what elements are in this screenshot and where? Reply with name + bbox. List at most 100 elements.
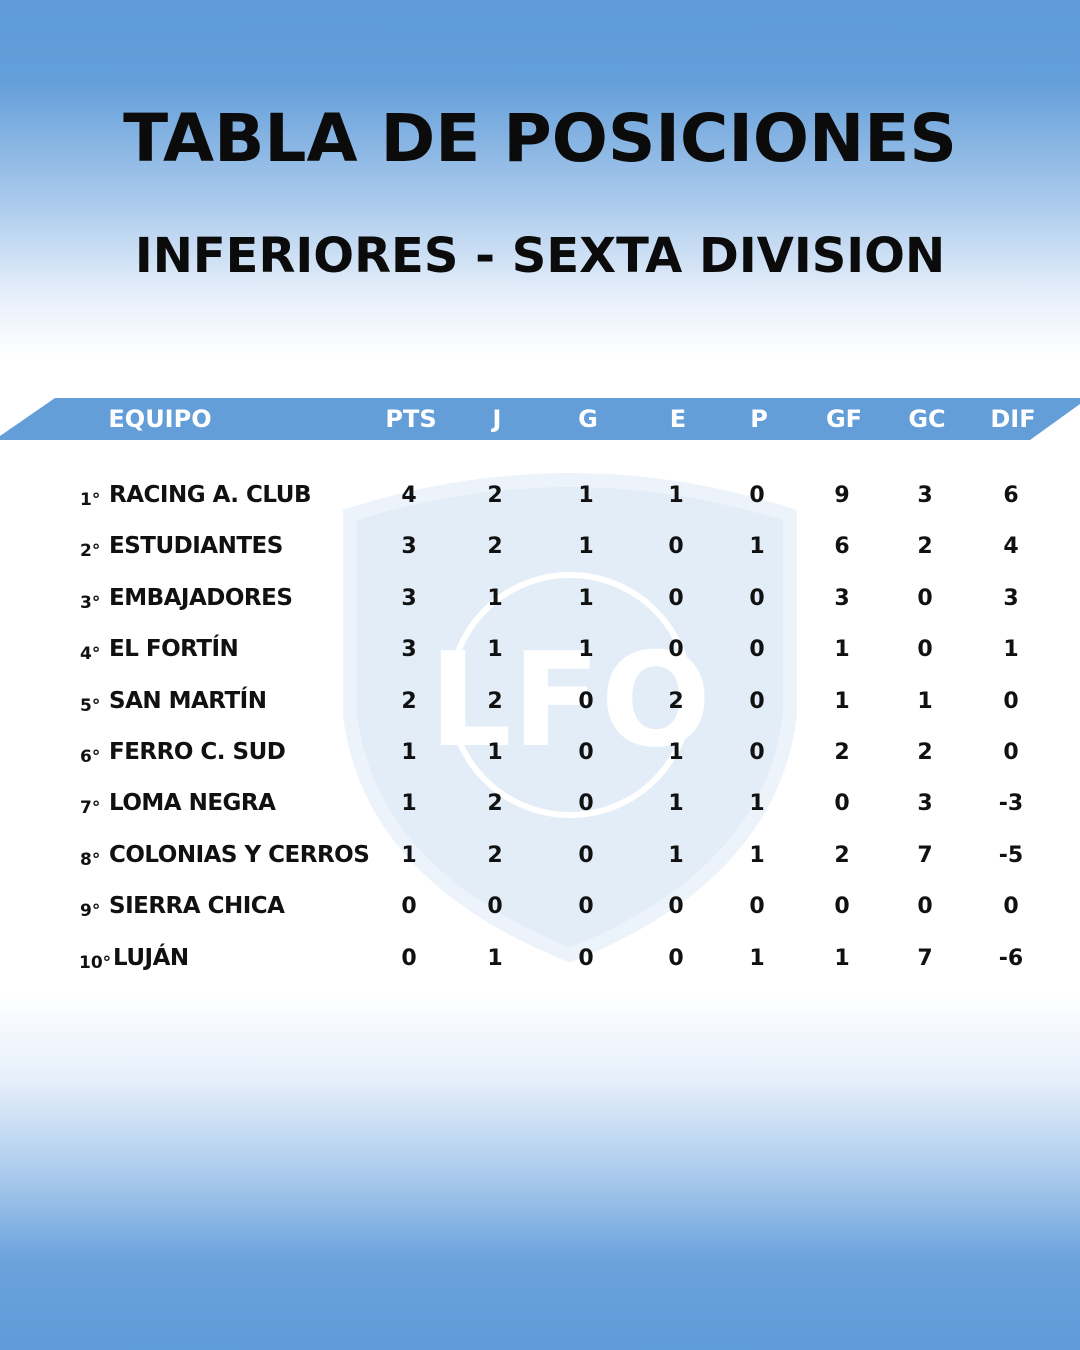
stat-pts: 3 bbox=[401, 534, 417, 560]
team-name: EMBAJADORES bbox=[109, 584, 293, 611]
stat-pts: 2 bbox=[401, 688, 417, 714]
column-header-gc: GC bbox=[908, 405, 946, 433]
stat-e: 0 bbox=[668, 585, 684, 611]
team-name: LUJÁN bbox=[113, 944, 189, 971]
stat-e: 1 bbox=[668, 483, 684, 508]
stat-j: 2 bbox=[487, 534, 503, 560]
stat-p: 1 bbox=[749, 945, 765, 971]
position-label: 10° bbox=[79, 952, 112, 973]
stat-gc: 0 bbox=[917, 637, 933, 663]
column-header-equipo: EQUIPO bbox=[108, 405, 212, 433]
stat-g: 0 bbox=[578, 945, 594, 971]
page-title: TABLA DE POSICIONES bbox=[123, 100, 957, 177]
stat-j: 2 bbox=[487, 688, 503, 714]
table-row: 10° LUJÁN 0 1 0 0 1 1 7 -6 bbox=[0, 941, 1080, 981]
stat-dif: 1 bbox=[1003, 637, 1019, 663]
stat-gf: 1 bbox=[834, 945, 850, 971]
position-label: 8° bbox=[80, 849, 101, 870]
table-row: 5° SAN MARTÍN 2 2 0 2 0 1 1 0 bbox=[0, 684, 1080, 724]
svg-text:LFO: LFO bbox=[429, 624, 711, 776]
page-subtitle: INFERIORES - SEXTA DIVISION bbox=[134, 228, 946, 284]
team-name: ESTUDIANTES bbox=[109, 533, 283, 560]
stat-p: 0 bbox=[749, 688, 765, 714]
table-row: 1° RACING A. CLUB 4 2 1 1 0 9 3 6 bbox=[0, 478, 1080, 518]
stat-g: 0 bbox=[578, 791, 594, 817]
column-header-e: E bbox=[669, 405, 687, 433]
stat-g: 0 bbox=[578, 740, 594, 765]
position-label: 9° bbox=[80, 901, 101, 922]
stat-pts: 1 bbox=[401, 791, 417, 817]
stat-gf: 2 bbox=[834, 842, 850, 868]
team-name: RACING A. CLUB bbox=[109, 482, 311, 508]
team-name: COLONIAS Y CERROS bbox=[109, 841, 370, 868]
table-row: 2° ESTUDIANTES 3 2 1 0 1 6 2 4 bbox=[0, 529, 1080, 569]
column-header-g: G bbox=[578, 405, 598, 433]
table-header-band bbox=[0, 398, 1080, 440]
stat-pts: 1 bbox=[401, 842, 417, 868]
team-name: FERRO C. SUD bbox=[109, 739, 286, 765]
position-label: 7° bbox=[80, 798, 101, 819]
column-header-p: P bbox=[750, 405, 768, 433]
stat-gf: 1 bbox=[834, 688, 850, 714]
stat-g: 1 bbox=[578, 637, 594, 663]
stat-e: 0 bbox=[668, 894, 684, 920]
position-label: 6° bbox=[80, 747, 101, 767]
stat-gf: 0 bbox=[834, 791, 850, 817]
stat-e: 1 bbox=[668, 740, 684, 765]
stat-e: 0 bbox=[668, 945, 684, 971]
stat-e: 2 bbox=[668, 688, 684, 714]
stat-pts: 0 bbox=[401, 894, 417, 920]
stat-j: 1 bbox=[487, 740, 503, 765]
stat-j: 1 bbox=[487, 945, 503, 971]
stat-e: 1 bbox=[668, 842, 684, 868]
table-row: 9° SIERRA CHICA 0 0 0 0 0 0 0 0 bbox=[0, 889, 1080, 929]
stat-p: 1 bbox=[749, 534, 765, 560]
stat-p: 0 bbox=[749, 483, 765, 508]
stat-p: 0 bbox=[749, 740, 765, 765]
position-label: 2° bbox=[80, 541, 101, 562]
stat-gc: 1 bbox=[917, 688, 933, 714]
position-label: 1° bbox=[80, 490, 101, 510]
stat-dif: -3 bbox=[998, 791, 1024, 817]
stat-gf: 2 bbox=[834, 740, 850, 765]
column-header-j: J bbox=[492, 405, 502, 433]
stat-gc: 2 bbox=[917, 740, 933, 765]
stat-gc: 0 bbox=[917, 585, 933, 611]
stat-g: 1 bbox=[578, 483, 594, 508]
stat-g: 1 bbox=[578, 585, 594, 611]
stat-g: 0 bbox=[578, 688, 594, 714]
stat-p: 0 bbox=[749, 637, 765, 663]
stat-gc: 0 bbox=[917, 894, 933, 920]
stat-gf: 6 bbox=[834, 534, 850, 560]
table-row: 4° EL FORTÍN 3 1 1 0 0 1 0 1 bbox=[0, 632, 1080, 672]
stat-dif: 4 bbox=[1003, 534, 1019, 560]
team-name: SIERRA CHICA bbox=[109, 893, 285, 920]
stat-e: 0 bbox=[668, 637, 684, 663]
stat-gc: 7 bbox=[917, 945, 933, 971]
stat-dif: 0 bbox=[1003, 688, 1019, 714]
table-row: 6° FERRO C. SUD 1 1 0 1 0 2 2 0 bbox=[0, 735, 1080, 775]
stat-j: 2 bbox=[487, 483, 503, 508]
stat-pts: 1 bbox=[401, 740, 417, 765]
column-header-pts: PTS bbox=[385, 405, 437, 433]
stat-gc: 7 bbox=[917, 842, 933, 868]
stat-p: 1 bbox=[749, 791, 765, 817]
stat-pts: 4 bbox=[401, 483, 417, 508]
stat-g: 0 bbox=[578, 894, 594, 920]
stat-gf: 0 bbox=[834, 894, 850, 920]
table-row: 3° EMBAJADORES 3 1 1 0 0 3 0 3 bbox=[0, 581, 1080, 621]
column-header-gf: GF bbox=[825, 405, 863, 433]
stat-g: 0 bbox=[578, 842, 594, 868]
stat-gc: 2 bbox=[917, 534, 933, 560]
stat-dif: 0 bbox=[1003, 894, 1019, 920]
stat-gf: 1 bbox=[834, 637, 850, 663]
stat-j: 1 bbox=[487, 637, 503, 663]
position-label: 5° bbox=[80, 695, 101, 716]
stat-gf: 3 bbox=[834, 585, 850, 611]
stat-p: 0 bbox=[749, 585, 765, 611]
stat-gf: 9 bbox=[834, 483, 850, 508]
stat-p: 1 bbox=[749, 842, 765, 868]
stat-j: 2 bbox=[487, 842, 503, 868]
stat-gc: 3 bbox=[917, 791, 933, 817]
stat-dif: 0 bbox=[1003, 740, 1019, 765]
